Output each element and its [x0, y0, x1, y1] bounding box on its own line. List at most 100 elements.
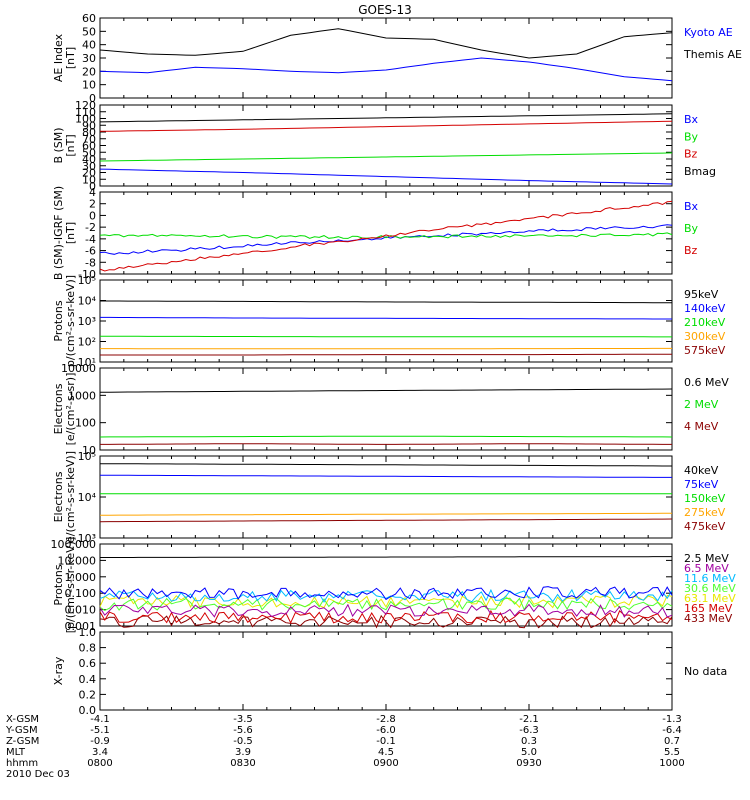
panel-4: 10¹ 10² 10³ 10⁴ 10⁵ Protons p/(cm²-s-sr-keV)] 9… [52, 274, 726, 369]
legend-entry: 40keV [684, 464, 719, 477]
y-tick-label: 40 [82, 39, 96, 52]
series-line-140kev [100, 316, 672, 320]
x-row-value: -0.5 [233, 736, 253, 747]
y-tick-label: 10⁵ [78, 274, 96, 287]
y-tick-label: 50 [82, 25, 96, 38]
x-row-value: -2.1 [519, 714, 539, 725]
y-tick-label: 0 [89, 92, 96, 105]
y-tick-label: 0 [89, 209, 96, 222]
y-tick-label: 2 [89, 198, 96, 211]
x-row-value: -0.1 [376, 736, 396, 747]
legend-entry: 575keV [684, 344, 726, 357]
x-row-label: Y-GSM [5, 725, 38, 736]
y-tick-label: -8 [85, 256, 96, 269]
y-tick-label: 20 [82, 167, 96, 180]
legend-entry: Bmag [684, 165, 716, 178]
chart-title: GOES-13 [358, 3, 412, 17]
x-row-value: -0.9 [90, 736, 110, 747]
legend-entry: By [684, 222, 699, 235]
y-axis-units: [e/(cm²-s-sr)] [64, 373, 77, 446]
series-line-433-mev [99, 614, 673, 629]
y-tick-label: 0.0 [79, 704, 97, 717]
panel-7: 0.001 0.010 0.100 1.000 10.000 100.000 Protons… [51, 537, 737, 634]
x-row-value: 3.4 [92, 747, 108, 758]
x-row-value: -4.1 [90, 714, 110, 725]
panel-frame [99, 631, 673, 711]
panel-6: 10³ 10⁴ 10⁵ Electrons e/(cm²-s-sr-keV)] 40keV… [52, 450, 726, 545]
y-axis-units: [nT] [64, 47, 77, 69]
y-tick-label: 80 [82, 126, 96, 139]
y-tick-label: -4 [85, 233, 96, 246]
y-tick-label: 10000 [61, 362, 96, 375]
y-tick-label: 10³ [78, 315, 96, 328]
x-axis-table: X-GSM -4.1 -3.5 -2.8 -2.1 -1.3 Y-GSM -5.1 -5.6 -6… [5, 714, 685, 780]
legend-entry: 0.6 MeV [684, 376, 729, 389]
legend-entry: 95keV [684, 288, 719, 301]
series-line-6.5-mev [99, 603, 673, 618]
y-tick-label: 50 [82, 146, 96, 159]
y-tick-label: 10⁴ [78, 491, 97, 504]
y-tick-label: 90 [82, 119, 96, 132]
legend-entry: 275keV [684, 506, 726, 519]
y-tick-label: -6 [85, 245, 96, 258]
y-tick-label: 100 [75, 417, 96, 430]
y-axis-units: [nT] [64, 134, 77, 156]
series-line-63.1-mev [99, 594, 673, 609]
series-line-2-mev [99, 435, 673, 438]
y-tick-label: -2 [85, 221, 96, 234]
legend-entry: Bz [684, 148, 698, 161]
series-line-kyoto-ae [99, 57, 673, 82]
y-tick-label: 0.8 [79, 642, 97, 655]
y-tick-label: 40 [82, 153, 96, 166]
x-row-value: -6.0 [376, 725, 396, 736]
y-tick-label: 0.4 [79, 673, 97, 686]
no-data-label: No data [684, 665, 727, 678]
x-row-value: -1.3 [662, 714, 682, 725]
legend-entry: 11.6 MeV [684, 572, 736, 585]
y-tick-label: 70 [82, 133, 96, 146]
y-tick-label: 120 [75, 99, 96, 112]
y-axis-label: Protons [52, 300, 65, 341]
y-tick-label: 30 [82, 160, 96, 173]
legend-entry: Themis AE [683, 48, 742, 61]
x-row-value: 4.5 [378, 747, 394, 758]
legend-entry: 475keV [684, 520, 726, 533]
y-tick-label: 10.000 [58, 554, 97, 567]
y-axis-label: X-ray [52, 656, 65, 685]
series-line-40kev [100, 463, 672, 467]
panel-frame [99, 17, 673, 99]
series-line-475kev [99, 518, 673, 523]
x-row-value: -5.1 [90, 725, 110, 736]
series-line-4-mev [100, 443, 672, 445]
y-tick-label: 0.6 [79, 657, 97, 670]
legend-entry: Bx [684, 113, 699, 126]
y-tick-label: 1.0 [79, 626, 97, 639]
legend-entry: 210keV [684, 316, 726, 329]
legend-entry: 433 MeV [684, 612, 733, 625]
series-line-bx [99, 168, 673, 185]
series-line-210kev [100, 335, 672, 338]
y-tick-label: 100.000 [51, 538, 97, 551]
series-line-themis-ae [99, 28, 673, 59]
series-line-575kev [100, 353, 672, 356]
x-row-label: X-GSM [6, 714, 39, 725]
y-tick-label: 10² [78, 336, 96, 349]
y-tick-label: 0.2 [79, 688, 97, 701]
x-row-value: 0800 [87, 758, 112, 769]
x-row-value: 5.5 [664, 747, 680, 758]
legend-entry: 140keV [684, 302, 726, 315]
y-axis-label: B (SM) [52, 127, 65, 163]
y-tick-label: 60 [82, 12, 96, 25]
y-tick-label: 100 [75, 113, 96, 126]
series-line-2.5-mev [100, 556, 672, 558]
y-tick-label: 4 [89, 186, 96, 199]
x-row-label: hhmm [6, 758, 38, 769]
legend-entry: 2.5 MeV [684, 552, 729, 565]
series-line-by [99, 152, 673, 162]
x-row-value: -3.5 [233, 714, 253, 725]
